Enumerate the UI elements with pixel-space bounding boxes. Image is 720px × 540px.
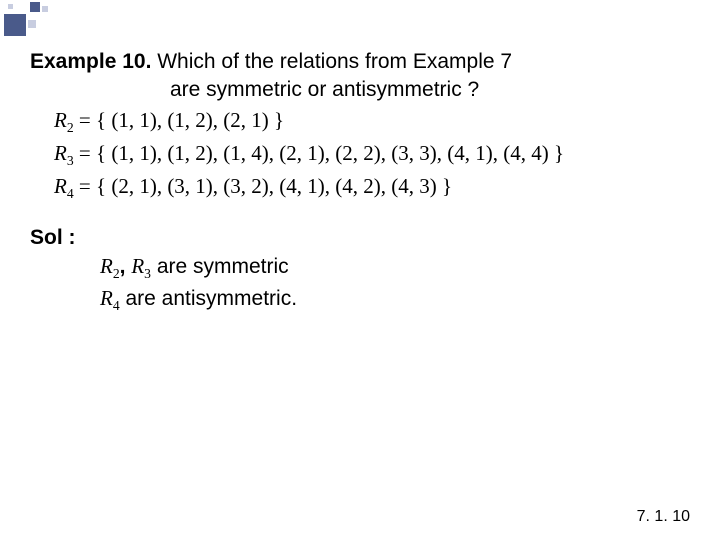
relation-r3: R3 = { (1, 1), (1, 2), (1, 4), (2, 1), (… — [30, 138, 700, 171]
sol-label: Sol : — [30, 224, 700, 252]
corner-decoration — [0, 0, 120, 40]
relation-r4: R4 = { (2, 1), (3, 1), (3, 2), (4, 1), (… — [30, 171, 700, 204]
relation-r2: R2 = { (1, 1), (1, 2), (2, 1) } — [30, 105, 700, 138]
example-label: Example 10. — [30, 50, 151, 73]
page-number: 7. 1. 10 — [637, 508, 690, 526]
sol-line-2: R4 are antisymmetric. — [30, 284, 700, 316]
example-title-line1: Example 10. Which of the relations from … — [30, 48, 700, 76]
slide-content: Example 10. Which of the relations from … — [30, 48, 700, 315]
example-title-line2: are symmetric or antisymmetric ? — [30, 76, 700, 104]
sol-line-1: R2, R3 are symmetric — [30, 252, 700, 284]
title-rest: Which of the relations from Example 7 — [151, 50, 512, 73]
solution-block: Sol : R2, R3 are symmetric R4 are antisy… — [30, 224, 700, 316]
